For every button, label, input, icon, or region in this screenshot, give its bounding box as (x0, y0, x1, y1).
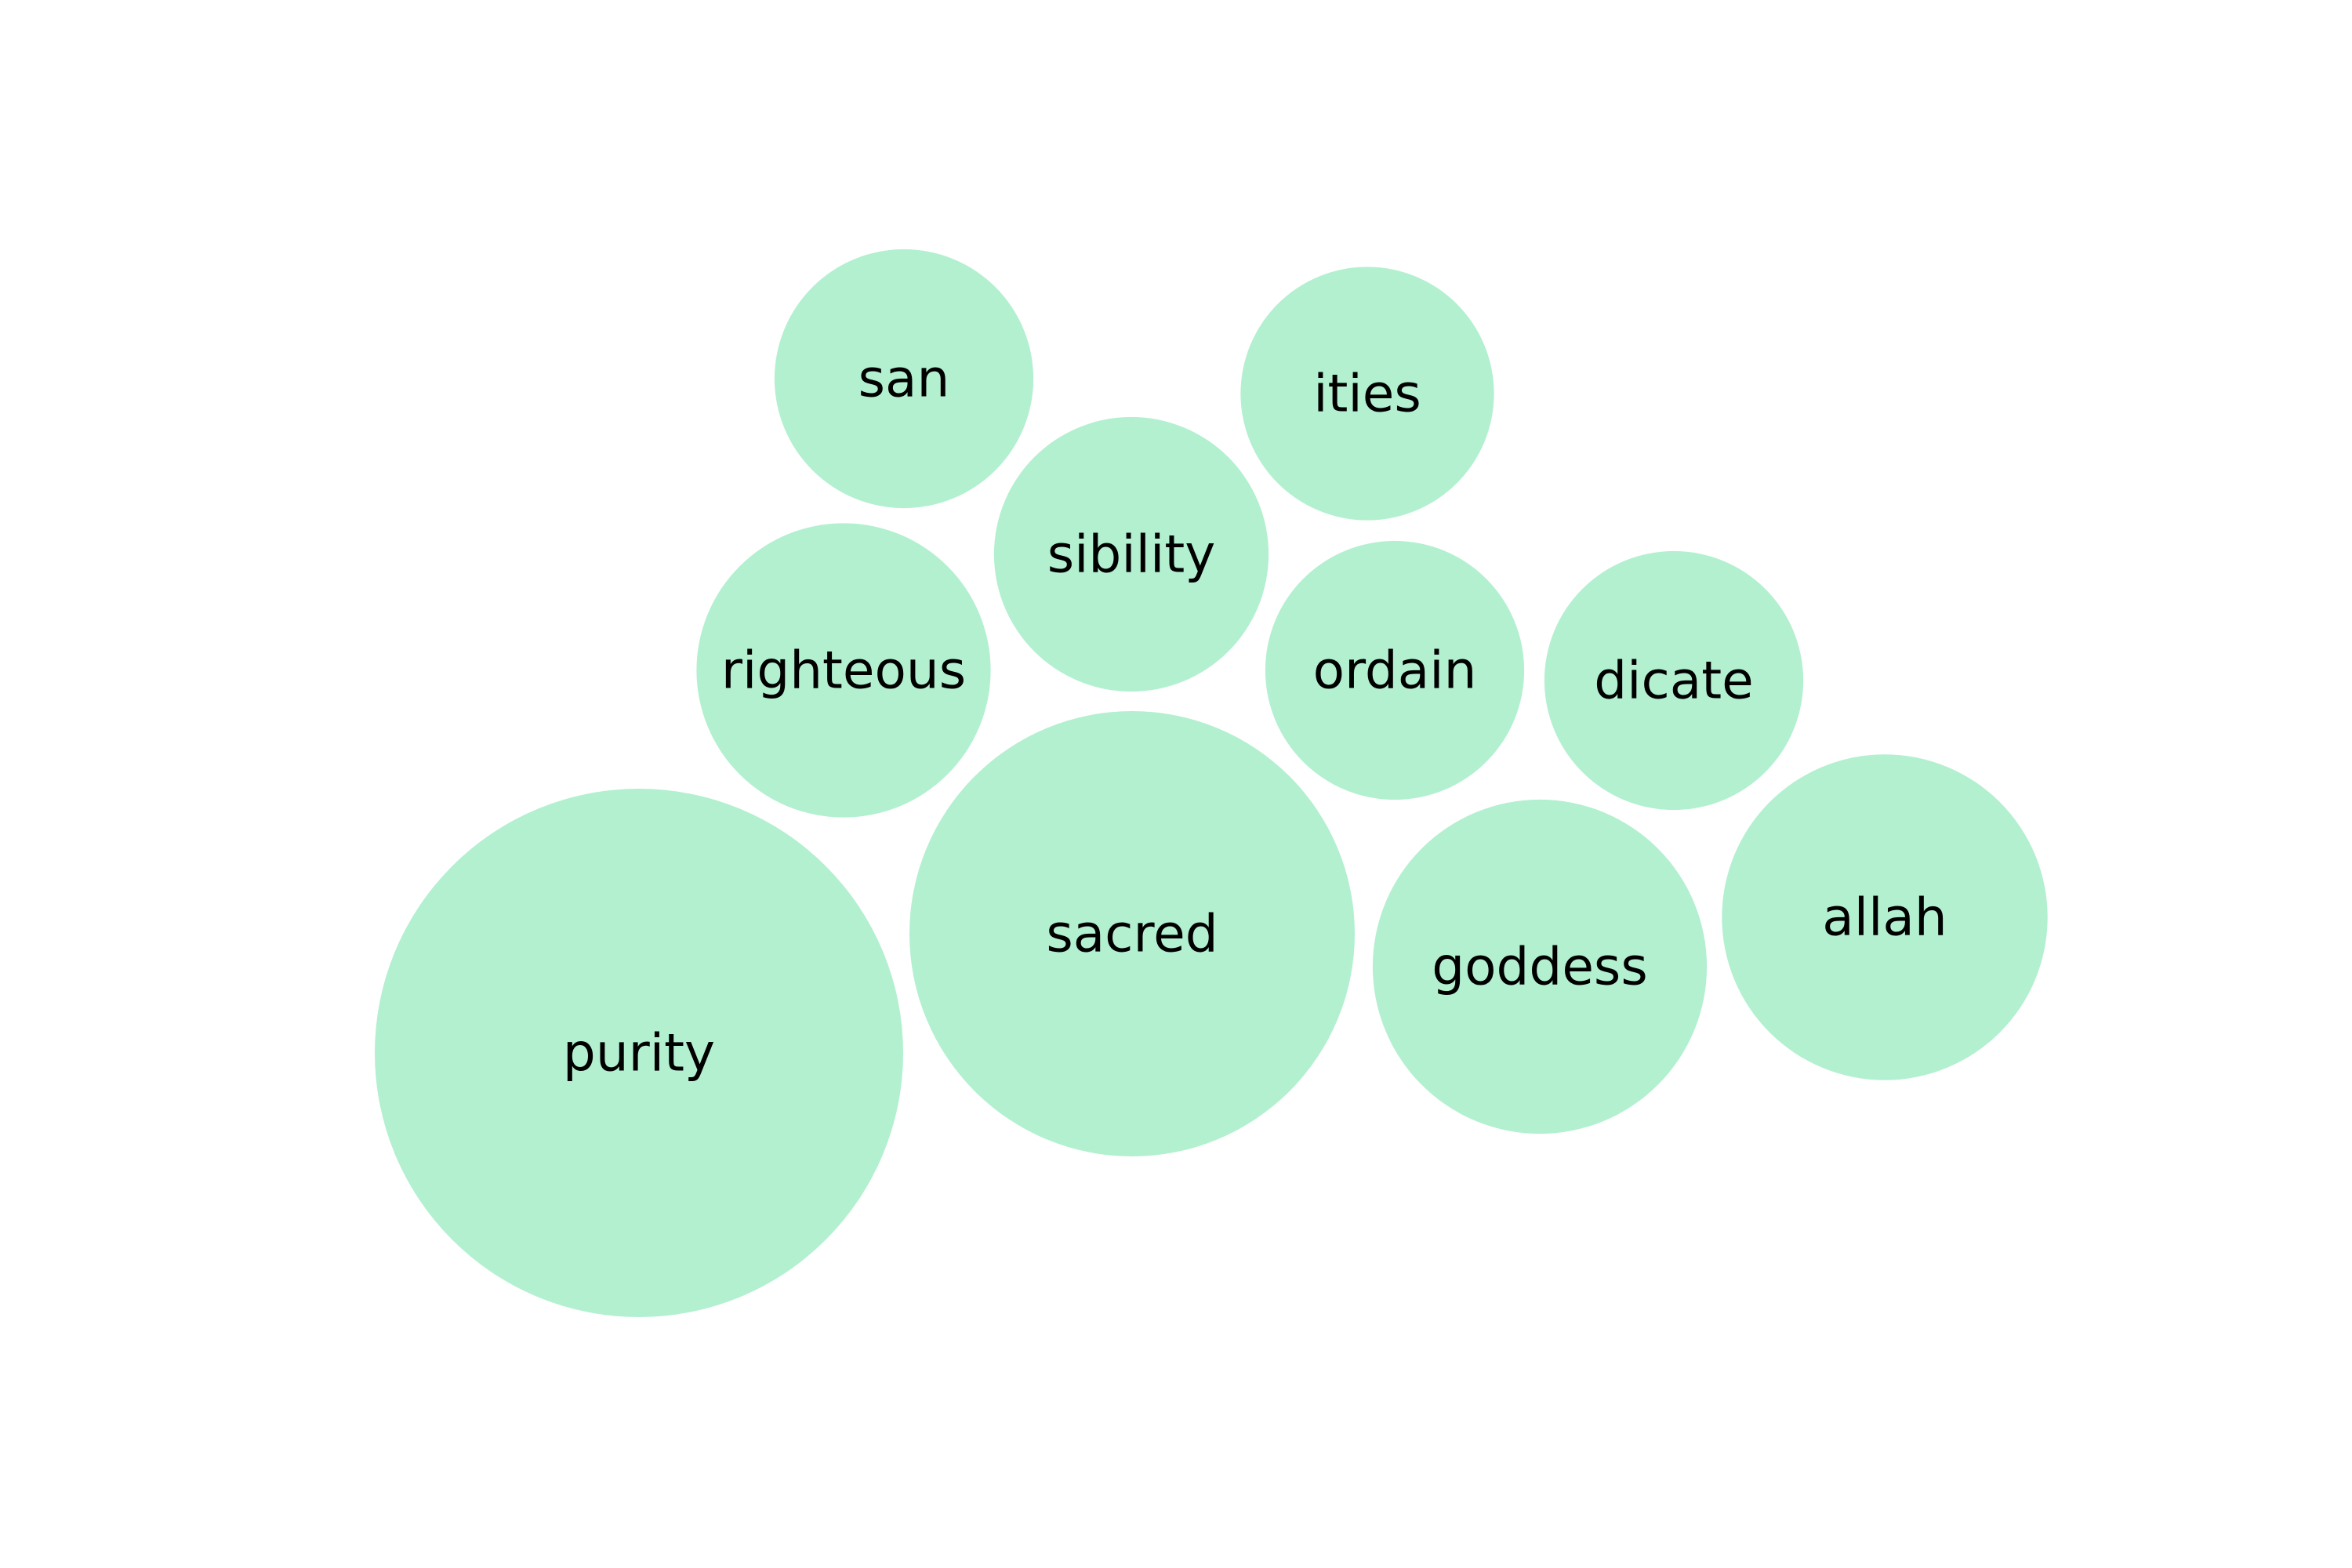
bubbles-layer: purity sacred goddess allah righteous sibilit… (375, 249, 2048, 1317)
bubble-goddess: goddess (1373, 800, 1707, 1134)
bubble-label: goddess (1432, 937, 1647, 997)
bubble-allah: allah (1722, 754, 2047, 1080)
bubble-label: dicate (1594, 651, 1753, 711)
bubble-label: purity (563, 1023, 715, 1083)
bubble-label: san (858, 349, 950, 409)
bubble-label: ities (1313, 364, 1421, 424)
bubble-purity: purity (375, 789, 903, 1317)
bubble-label: ordain (1313, 641, 1477, 701)
bubble-sibility: sibility (994, 417, 1269, 691)
bubble-san: san (775, 249, 1033, 508)
bubble-ities: ities (1240, 267, 1494, 520)
bubble-label: righteous (721, 641, 966, 701)
bubble-righteous: righteous (696, 523, 990, 817)
bubble-label: allah (1822, 887, 1947, 948)
bubble-dicate: dicate (1544, 551, 1803, 810)
bubble-ordain: ordain (1265, 541, 1524, 800)
bubble-label: sibility (1047, 524, 1216, 585)
bubble-label: sacred (1046, 904, 1218, 964)
bubble-sacred: sacred (909, 711, 1355, 1156)
